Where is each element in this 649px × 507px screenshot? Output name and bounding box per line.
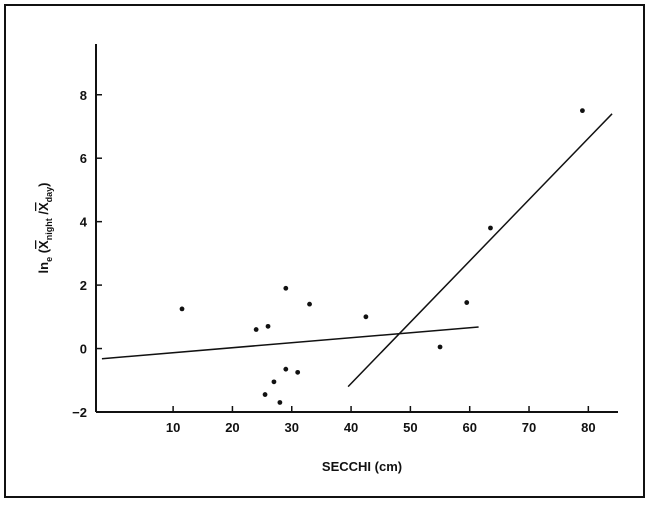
data-point: [437, 344, 443, 350]
data-point: [580, 108, 585, 114]
y-tick-label: 2: [80, 278, 87, 293]
x-tick-label: 70: [522, 420, 536, 435]
y-tick-label: 0: [80, 342, 87, 357]
y-tick-label: 4: [80, 215, 88, 230]
y-title-close: ): [36, 183, 51, 187]
y-title-num-sub: night: [44, 218, 54, 240]
data-point: [265, 323, 271, 329]
x-tick-label: 30: [285, 420, 299, 435]
y-tick-label: 6: [80, 151, 87, 166]
y-title-prefix: ln: [36, 262, 51, 274]
x-axis-title: SECCHI (cm): [322, 459, 402, 474]
data-point: [464, 300, 470, 305]
x-tick-label: 60: [462, 420, 476, 435]
regression-line-shallow: [101, 326, 479, 360]
y-ticks: −2 0 2 4 6 8: [72, 88, 102, 420]
regression-line-steep: [347, 113, 613, 388]
data-point: [307, 301, 312, 307]
y-title-den: X: [36, 202, 51, 211]
data-point: [271, 379, 277, 385]
data-point: [179, 306, 185, 312]
y-tick-label: 8: [80, 88, 87, 103]
data-point: [283, 366, 289, 372]
y-title-den-sub: day: [44, 187, 54, 203]
x-tick-label: 10: [166, 420, 180, 435]
x-tick-label: 80: [581, 420, 595, 435]
x-tick-label: 40: [344, 420, 358, 435]
x-tick-label: 20: [225, 420, 239, 435]
data-points: [179, 108, 585, 405]
data-point: [488, 225, 493, 231]
y-title-open: (: [36, 248, 51, 257]
x-ticks: 10 20 30 40 50 60 70 80: [166, 406, 596, 435]
data-point: [283, 285, 289, 291]
data-point: [277, 400, 283, 405]
figure-border: [4, 4, 645, 498]
data-point: [262, 392, 268, 397]
data-point: [363, 314, 369, 320]
data-point: [253, 327, 259, 332]
x-tick-label: 50: [403, 420, 417, 435]
y-tick-label: −2: [72, 405, 87, 420]
data-point: [295, 369, 301, 375]
y-title-prefix-sub: e: [44, 257, 54, 262]
y-axis-title: lne (Xnight /Xday): [36, 183, 54, 274]
y-title-slash: /: [36, 211, 51, 219]
fit-lines: [101, 113, 613, 388]
y-title-num: X: [36, 240, 51, 249]
